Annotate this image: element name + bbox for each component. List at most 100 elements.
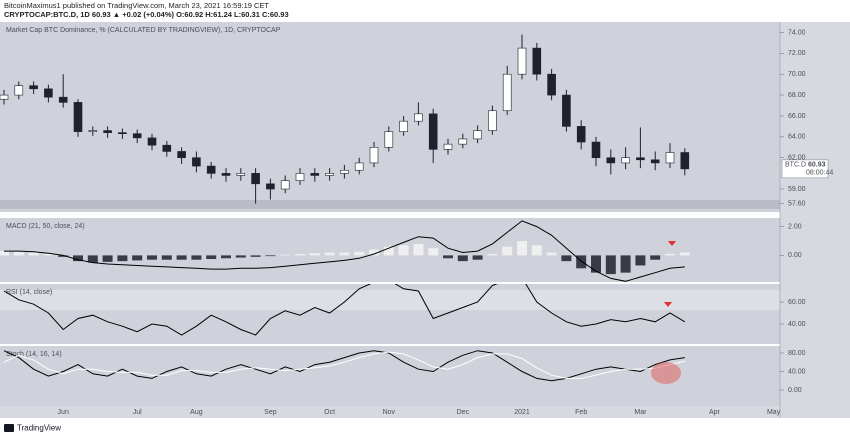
candle-body [206,165,216,174]
histogram-bar [339,252,350,256]
candle-body [340,169,349,174]
x-tick-label: Mar [634,409,647,416]
y-tick-label: 0.00 [788,387,802,394]
candle-body [73,102,83,132]
histogram-bar [605,255,616,275]
histogram-bar [102,255,113,262]
candle-body [236,173,246,176]
y-tick-label: 66.00 [788,113,806,120]
candle-body [547,73,556,96]
histogram-bar [591,255,601,273]
candle-body [88,130,98,132]
x-tick-label: Sep [264,409,277,416]
histogram-bar [650,255,661,260]
candle-body [650,159,660,164]
histogram-bar [428,248,439,256]
histogram-bar [235,255,246,258]
x-tick-label: Nov [383,409,396,416]
last-price-box [781,159,829,179]
candle-body [325,173,334,176]
series-line [4,220,685,282]
y-tick-label: 64.00 [788,134,806,141]
candle-body [576,126,586,143]
last-symbol: BTC.D [785,162,806,169]
candle-body [636,157,645,161]
y-tick-label: 80.00 [788,350,806,357]
y-tick-label: 72.00 [788,50,806,57]
candle-body [399,120,408,132]
pane-title: RSI (14, close) [6,289,52,296]
y-tick-label: 70.00 [788,71,806,78]
candle-body [266,183,275,190]
histogram-bar [221,255,231,259]
pane-title: MACD (21, 50, close, 24) [6,223,85,230]
candle-body [488,110,497,131]
candle-body [458,138,468,145]
candle-body [354,162,364,171]
pane-plot: MACD (21, 50, close, 24) [0,220,690,282]
histogram-bar [0,251,9,256]
histogram-bar [517,241,527,256]
y-tick-label: 60.00 [788,299,806,306]
pane-plot: Stoch (14, 16, 14) [3,350,685,382]
pane-title: Stoch (14, 16, 14) [6,351,62,358]
candle-body [44,88,53,98]
candle-body [0,94,9,100]
candle-body [177,151,186,159]
candle-body [665,152,675,164]
histogram-bar [295,253,305,256]
candle-body [443,143,453,150]
candle-body [14,85,24,96]
time-axis [0,406,780,418]
candle-body [295,173,305,181]
histogram-bar [161,255,172,260]
histogram-bar [176,255,187,260]
candle-body [384,131,394,148]
candle-body [414,113,423,122]
y-tick-label: 40.00 [788,368,806,375]
candle-body [251,173,260,185]
histogram-bar [43,253,54,256]
candle-body [192,157,201,167]
candle-body [280,180,290,190]
histogram-bar [309,253,320,256]
series-line [3,350,685,382]
candle-body [532,47,542,75]
histogram-bar [147,255,157,260]
histogram-bar [206,255,217,259]
y-tick-label: 2.00 [788,223,802,230]
pane-plot: RSI (14, close) [3,284,686,336]
histogram-bar [487,253,498,256]
candle-body [428,113,438,150]
histogram-bar [546,252,557,256]
candle-body [473,130,482,140]
y-tick-label: 68.00 [788,92,806,99]
candle-body [621,157,630,164]
histogram-bar [531,245,542,256]
histogram-bar [369,249,379,256]
x-tick-label: Jul [133,409,142,416]
histogram-bar [457,255,468,262]
histogram-bar [58,255,69,257]
histogram-bar [87,255,98,263]
histogram-bar [413,243,424,256]
histogram-bar [280,254,291,256]
x-tick-label: Jun [58,409,69,416]
x-tick-label: Aug [190,409,203,416]
pane-plot: Market Cap BTC Dominance, % (CALCULATED … [0,27,690,204]
candle-body [502,73,512,112]
author-line: BitcoinMaximus1 published on TradingView… [4,1,269,10]
candle-body [29,85,38,90]
candle-body [562,94,571,127]
countdown: 08:00:44 [806,170,833,177]
candle-body [58,96,68,103]
histogram-bar [398,245,409,256]
histogram-bar [472,255,483,260]
candle-body [103,130,112,133]
histogram-bar [28,252,39,256]
histogram-bar [635,255,646,266]
histogram-bar [354,251,365,256]
candle-body [147,137,157,146]
